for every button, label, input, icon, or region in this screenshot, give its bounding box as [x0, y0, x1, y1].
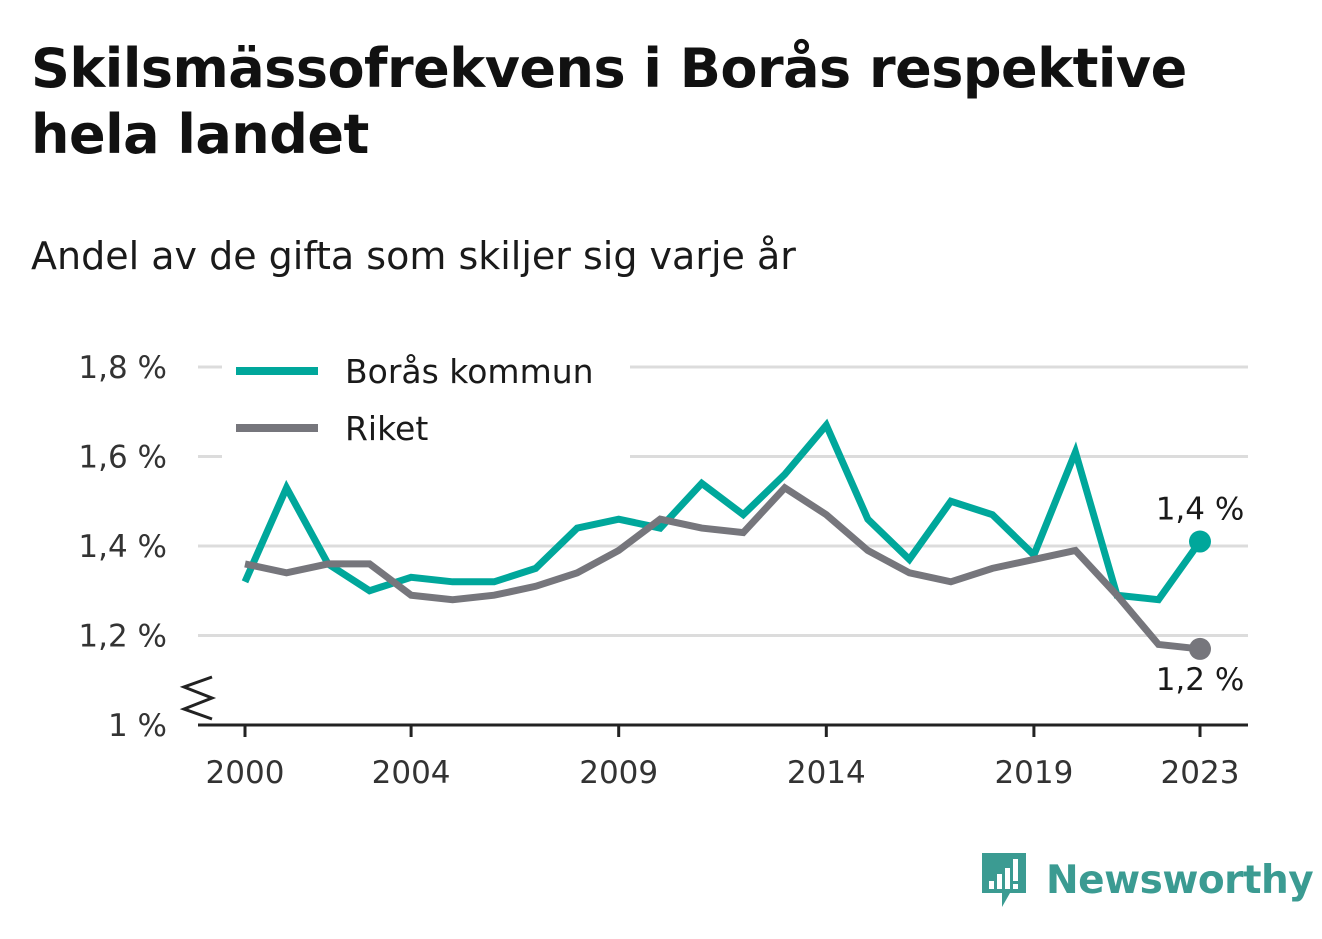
y-tick-label: 1,8 % — [78, 350, 167, 386]
x-tick-label: 2023 — [1161, 755, 1240, 791]
series-lines — [241, 418, 1211, 660]
end-value-label: 1,4 % — [1156, 492, 1245, 528]
end-labels: 1,4 % 1,2 % — [1156, 492, 1245, 698]
x-tick-label: 2009 — [579, 755, 658, 791]
chart-title: Skilsmässofrekvens i Borås respektive he… — [31, 37, 1187, 166]
x-tick-label: 2004 — [372, 755, 451, 791]
legend-label: Riket — [345, 409, 428, 448]
end-point-marker — [1189, 530, 1211, 553]
end-point-marker — [1189, 637, 1211, 660]
y-tick-label: 1,6 % — [78, 440, 167, 476]
legend-background — [222, 343, 630, 463]
end-value-label: 1,2 % — [1156, 662, 1245, 698]
x-tick-label: 2000 — [206, 755, 285, 791]
axes: 1 % 1,2 % 1,4 % 1,6 % 1,8 % 2000 2004 2009 2014 2… — [78, 350, 1248, 791]
series-line — [241, 418, 1203, 604]
legend: Borås kommun Riket — [222, 343, 630, 463]
x-tick-label: 2019 — [994, 755, 1073, 791]
brand: Newsworthy — [980, 850, 1314, 910]
y-tick-label: 1 % — [108, 708, 167, 744]
newsworthy-logo-icon — [982, 853, 1026, 907]
y-tick-label: 1,4 % — [78, 529, 167, 565]
axis-break-icon — [179, 675, 217, 721]
chart-subtitle: Andel av de gifta som skiljer sig varje … — [31, 234, 796, 278]
x-tick-label: 2014 — [787, 755, 866, 791]
y-tick-label: 1,2 % — [78, 619, 167, 655]
legend-label: Borås kommun — [345, 352, 594, 391]
brand-name: Newsworthy — [1046, 857, 1314, 903]
series-line — [244, 483, 1201, 653]
